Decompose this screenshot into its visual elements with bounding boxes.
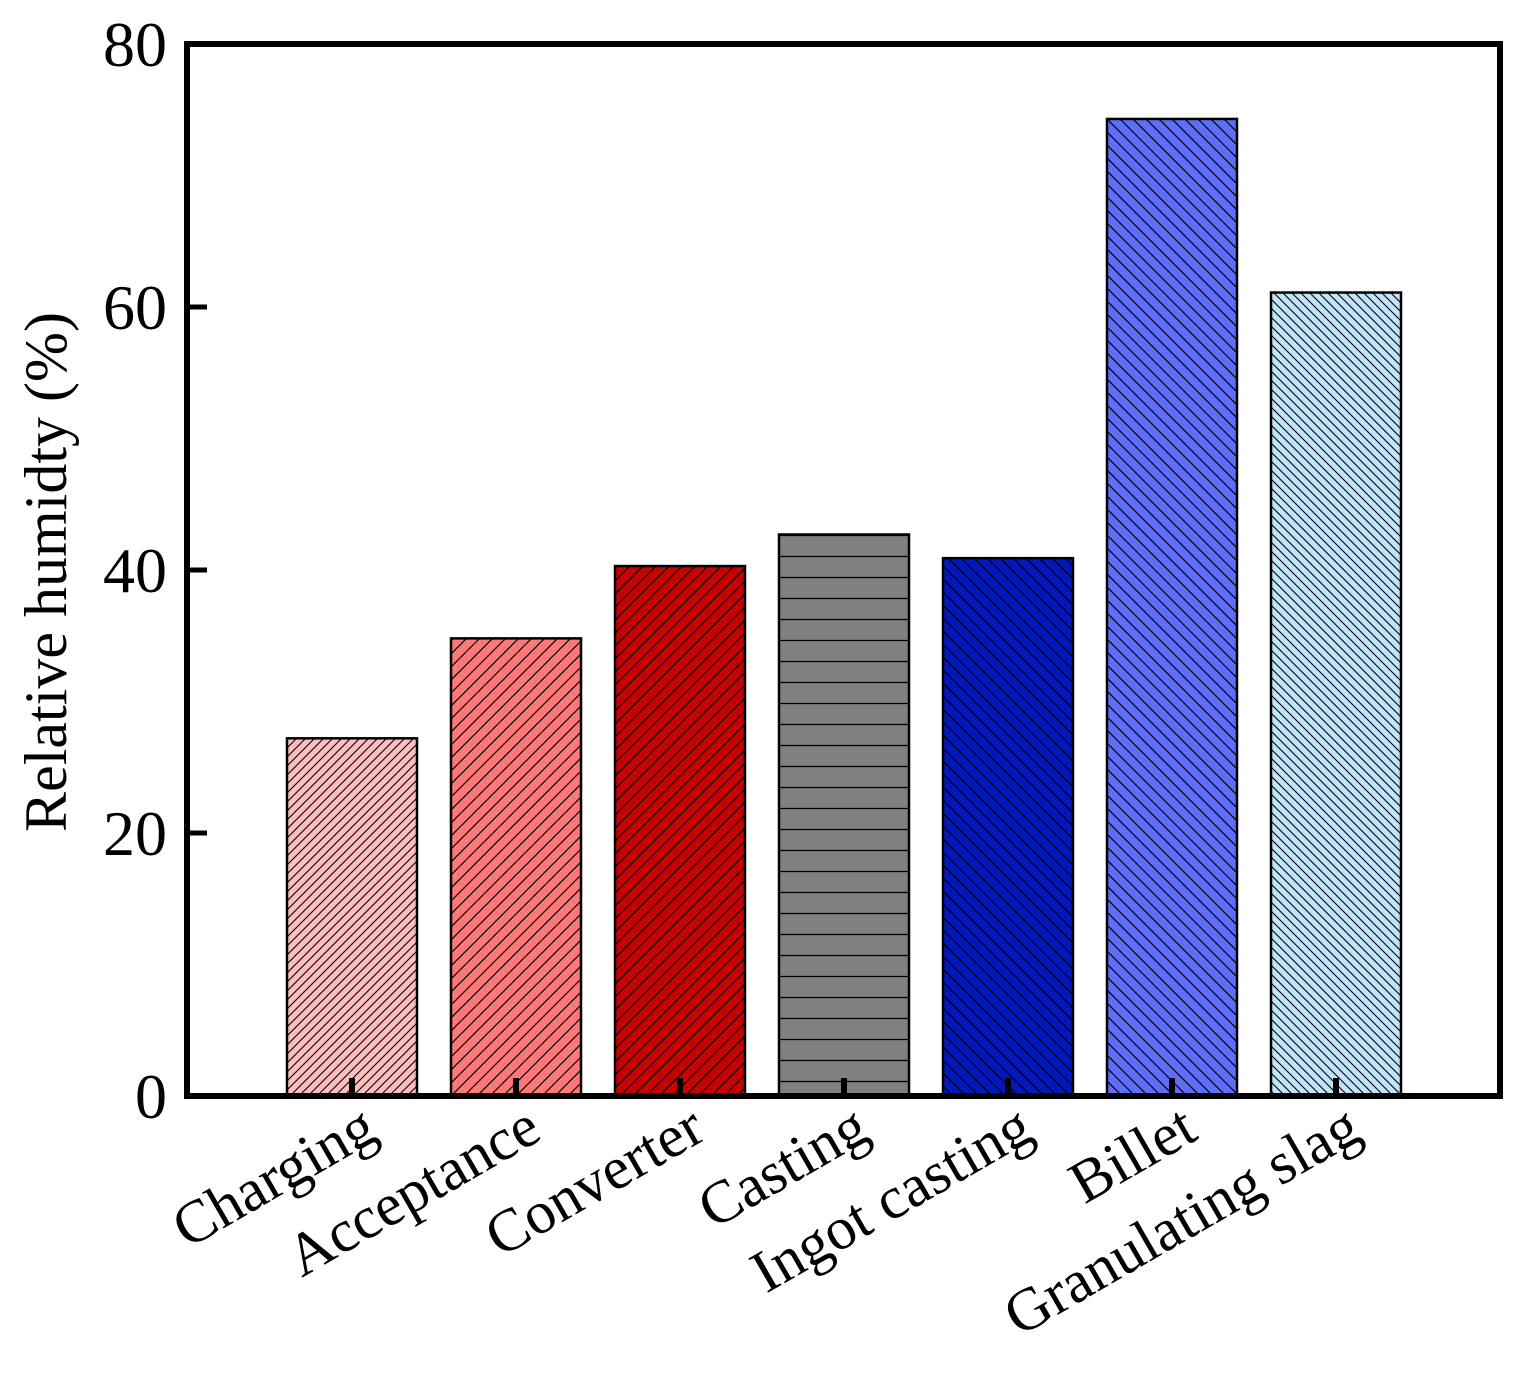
bar-3 bbox=[613, 564, 747, 1098]
bar-hatch bbox=[285, 737, 419, 1098]
y-tick-label: 20 bbox=[103, 798, 167, 869]
y-tick-label: 40 bbox=[103, 535, 167, 606]
y-axis-title: Relative humidty (%) bbox=[13, 312, 79, 832]
bar-hatch bbox=[449, 637, 583, 1098]
bar-4 bbox=[777, 533, 911, 1098]
x-axis-ticks: ChargingAcceptanceConverterCastingIngot … bbox=[161, 1078, 1371, 1348]
bar-6 bbox=[1105, 117, 1239, 1098]
bar-2 bbox=[449, 637, 583, 1098]
bar-5 bbox=[941, 556, 1075, 1098]
y-tick-label: 0 bbox=[135, 1061, 167, 1132]
bar-7 bbox=[1269, 291, 1403, 1098]
bar-hatch bbox=[941, 556, 1075, 1098]
y-tick-label: 80 bbox=[103, 9, 167, 80]
bars-group bbox=[285, 117, 1403, 1098]
bar-hatch bbox=[613, 564, 747, 1098]
bar-hatch bbox=[777, 533, 911, 1098]
plot-frame bbox=[184, 41, 1503, 1099]
bar-hatch bbox=[1269, 291, 1403, 1098]
y-tick-label: 60 bbox=[103, 272, 167, 343]
y-axis-ticks: 0 20 40 60 80 bbox=[103, 9, 207, 1132]
bar-1 bbox=[285, 737, 419, 1098]
bar-hatch bbox=[1105, 117, 1239, 1098]
